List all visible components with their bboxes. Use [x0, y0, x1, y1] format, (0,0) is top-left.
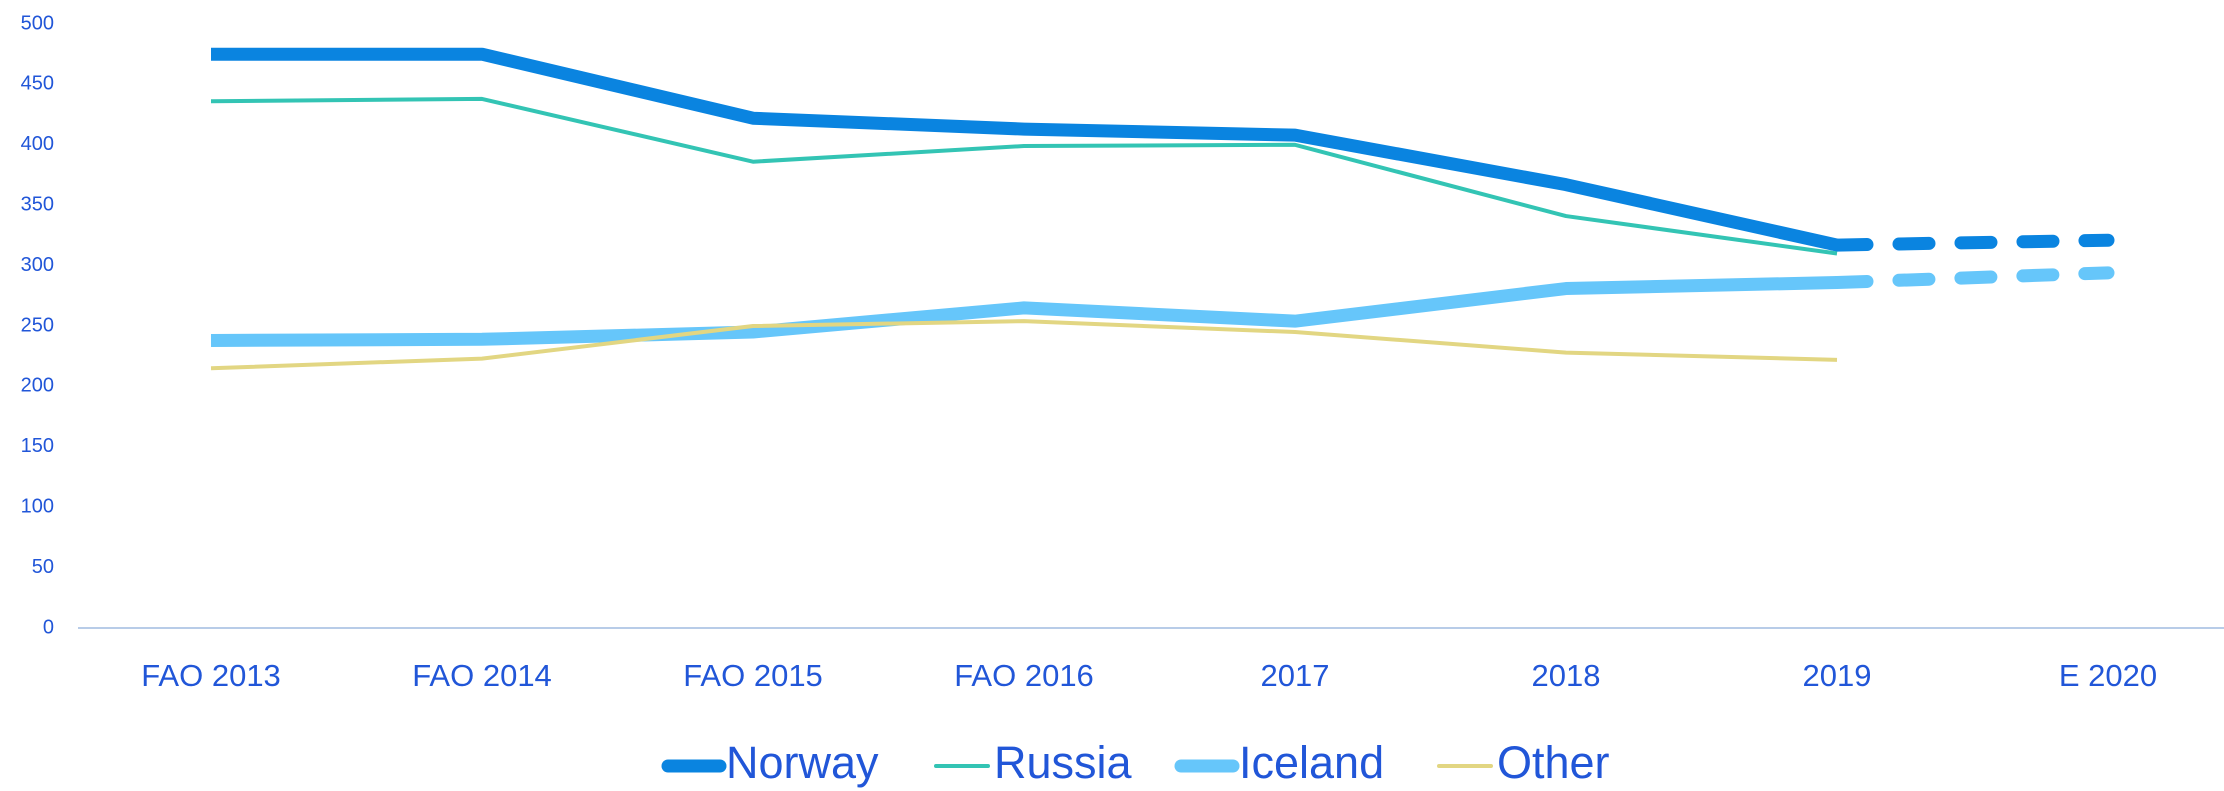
- line-series: [210, 319, 1838, 371]
- y-tick-label: 500: [21, 12, 54, 34]
- y-tick-label: 200: [21, 375, 54, 397]
- x-tick-label: FAO 2015: [683, 658, 823, 693]
- y-tick-label: 350: [21, 193, 54, 215]
- x-tick-label: 2018: [1532, 658, 1601, 693]
- x-tick-label: 2019: [1803, 658, 1872, 693]
- x-tick-label: 2017: [1261, 658, 1330, 693]
- line-series: [210, 276, 1838, 347]
- y-tick-label: 50: [32, 556, 54, 578]
- x-tick-label: FAO 2013: [141, 658, 281, 693]
- y-tick-label: 150: [21, 435, 54, 457]
- legend-label: Other: [1497, 737, 1610, 788]
- y-tick-label: 100: [21, 495, 54, 517]
- y-tick-label: 0: [43, 616, 54, 638]
- y-tick-label: 400: [21, 133, 54, 155]
- legend-label: Russia: [994, 737, 1133, 788]
- legend-label: Iceland: [1239, 737, 1384, 788]
- y-tick-label: 450: [21, 73, 54, 95]
- legend-label: Norway: [726, 737, 879, 788]
- x-tick-label: FAO 2014: [412, 658, 552, 693]
- x-tick-label: FAO 2016: [954, 658, 1094, 693]
- y-tick-label: 250: [21, 314, 54, 336]
- line-projection: [1830, 233, 2115, 252]
- x-tick-label: E 2020: [2059, 658, 2157, 693]
- line-series: [211, 47, 1839, 252]
- y-tick-label: 300: [21, 254, 54, 276]
- line-projection: [1830, 266, 2115, 290]
- line-series: [210, 96, 1838, 256]
